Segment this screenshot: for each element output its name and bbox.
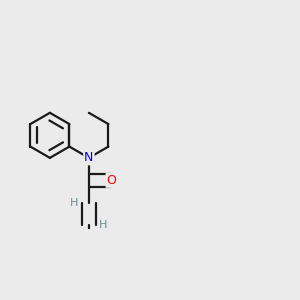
Text: H: H (70, 198, 78, 208)
Text: H: H (99, 220, 108, 230)
Text: O: O (106, 174, 116, 187)
Text: N: N (84, 152, 94, 164)
